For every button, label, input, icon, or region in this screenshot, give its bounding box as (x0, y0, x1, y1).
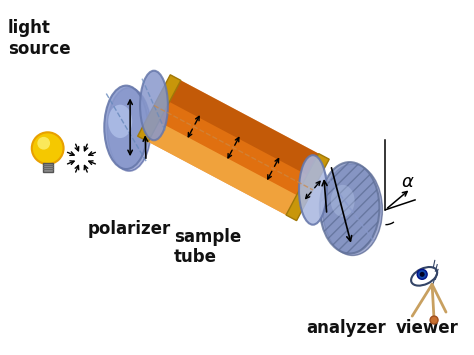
Polygon shape (137, 75, 181, 142)
Polygon shape (159, 75, 329, 181)
Circle shape (419, 272, 425, 277)
Text: analyzer: analyzer (306, 319, 386, 337)
Polygon shape (137, 75, 329, 220)
Text: α: α (401, 173, 413, 191)
Circle shape (417, 269, 427, 279)
Text: viewer: viewer (395, 319, 458, 337)
Ellipse shape (299, 155, 327, 225)
Ellipse shape (108, 105, 132, 138)
FancyBboxPatch shape (43, 163, 53, 172)
Ellipse shape (140, 71, 168, 140)
Text: polarizer: polarizer (87, 220, 171, 238)
Circle shape (430, 316, 438, 324)
Circle shape (37, 137, 50, 149)
Ellipse shape (320, 162, 380, 253)
Polygon shape (137, 116, 307, 220)
Text: light
source: light source (8, 19, 71, 58)
Circle shape (32, 132, 64, 164)
Ellipse shape (107, 88, 151, 171)
Polygon shape (286, 154, 329, 220)
Ellipse shape (323, 164, 383, 256)
Ellipse shape (104, 86, 148, 169)
Text: sample
tube: sample tube (174, 228, 241, 267)
Ellipse shape (411, 267, 437, 286)
Ellipse shape (331, 185, 355, 217)
